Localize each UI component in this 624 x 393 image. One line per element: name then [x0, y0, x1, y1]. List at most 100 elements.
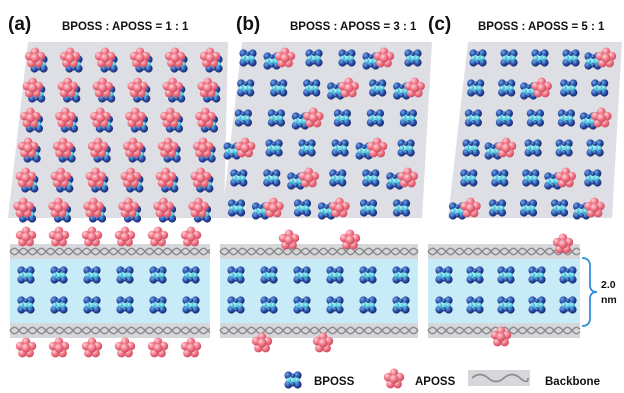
bposs-molecule	[116, 266, 134, 284]
bposs-molecule	[149, 266, 167, 284]
aposs-molecule	[180, 337, 202, 358]
bposs-molecule	[265, 139, 283, 157]
bposs-molecule	[392, 199, 411, 217]
bposs-molecule	[464, 109, 482, 127]
dimension-brace	[581, 257, 598, 327]
aposs-molecule	[15, 226, 37, 247]
bposs-molecule	[331, 139, 349, 157]
bposs-molecule	[298, 139, 316, 157]
panel-a-label: (a)	[8, 14, 31, 35]
bposs-molecule	[50, 266, 68, 284]
bposs-molecule	[526, 109, 544, 127]
bposs-molecule	[559, 266, 577, 284]
aposs-molecule	[552, 233, 574, 254]
bposs-molecule	[305, 49, 323, 67]
bposs-molecule	[522, 169, 540, 187]
panel-b-label: (b)	[236, 14, 260, 35]
bposs-molecule	[270, 79, 288, 97]
bposs-molecule	[466, 296, 484, 314]
bposs-molecule	[303, 79, 321, 97]
bposs-molecule	[528, 296, 546, 314]
legend: BPOSS APOSS Backbone	[284, 368, 600, 389]
aposs-molecule	[147, 337, 169, 358]
aposs-molecule	[180, 226, 202, 247]
backbone-chain	[427, 326, 581, 335]
bposs-molecule	[557, 109, 575, 127]
bposs-molecule	[392, 296, 410, 314]
bposs-molecule	[397, 139, 415, 157]
bposs-molecule	[234, 109, 252, 127]
panel-b-sheet	[222, 42, 432, 218]
bposs-molecule	[182, 266, 200, 284]
bposs-molecule	[584, 169, 602, 187]
backbone-chain	[9, 326, 211, 335]
bposs-molecule	[359, 296, 377, 314]
aposs-molecule	[114, 226, 136, 247]
bposs-molecule	[329, 169, 347, 187]
bposs-molecule	[338, 49, 356, 67]
legend-backbone-label: Backbone	[545, 376, 600, 388]
bposs-molecule	[392, 266, 410, 284]
bposs-molecule	[359, 199, 378, 217]
bposs-molecule	[435, 266, 453, 284]
bposs-molecule	[260, 296, 278, 314]
bposs-molecule	[182, 296, 200, 314]
bposs-molecule	[227, 296, 245, 314]
aposs-molecule	[48, 337, 70, 358]
backbone-chain	[9, 326, 211, 335]
panel-c-ratio: BPOSS : APOSS = 5 : 1	[478, 21, 605, 33]
bposs-molecule	[497, 296, 515, 314]
backbone-chain	[9, 247, 211, 256]
bposs-molecule	[359, 266, 377, 284]
bposs-molecule	[293, 296, 311, 314]
legend-bposs-label: BPOSS	[314, 376, 355, 388]
bposs-molecule	[559, 296, 577, 314]
bposs-molecule	[562, 49, 580, 67]
bposs-molecule	[500, 49, 518, 67]
bposs-molecule	[260, 266, 278, 284]
panel-b-ratio: BPOSS : APOSS = 3 : 1	[290, 21, 417, 33]
bposs-molecule	[555, 139, 573, 157]
bposs-molecule	[369, 79, 387, 97]
panel-a-backbone-bottom	[10, 323, 210, 338]
bposs-molecule	[362, 169, 380, 187]
aposs-molecule	[339, 229, 361, 250]
bposs-molecule	[263, 169, 281, 187]
legend-aposs-icon	[383, 368, 405, 389]
bposs-molecule	[560, 79, 578, 97]
bposs-molecule	[83, 296, 101, 314]
bposs-molecule	[524, 139, 542, 157]
bposs-molecule	[495, 109, 513, 127]
panel-c-label: (c)	[428, 14, 451, 35]
bposs-molecule	[17, 266, 35, 284]
bposs-molecule	[488, 199, 507, 217]
bposs-molecule	[366, 109, 384, 127]
bposs-molecule	[326, 266, 344, 284]
bposs-molecule	[550, 199, 569, 217]
bposs-molecule	[404, 49, 422, 67]
bposs-molecule	[237, 79, 255, 97]
aposs-molecule	[15, 337, 37, 358]
dimension-value: 2.0	[601, 279, 616, 291]
bposs-molecule	[591, 79, 609, 97]
bposs-molecule	[267, 109, 285, 127]
aposs-molecule	[114, 337, 136, 358]
bposs-molecule	[519, 199, 538, 217]
bposs-molecule	[293, 199, 312, 217]
legend-backbone-icon	[471, 373, 529, 383]
legend-aposs-label: APOSS	[415, 376, 456, 388]
bposs-molecule	[227, 266, 245, 284]
backbone-chain	[219, 326, 419, 335]
bposs-molecule	[435, 296, 453, 314]
bposs-molecule	[399, 109, 417, 127]
aposs-molecule	[278, 229, 300, 250]
bposs-molecule	[467, 79, 485, 97]
panel-a-ratio: BPOSS : APOSS = 1 : 1	[62, 21, 189, 33]
bposs-molecule	[462, 139, 480, 157]
bposs-molecule	[50, 296, 68, 314]
bposs-molecule	[497, 266, 515, 284]
bposs-molecule	[466, 266, 484, 284]
aposs-molecule	[48, 226, 70, 247]
bposs-molecule	[149, 296, 167, 314]
